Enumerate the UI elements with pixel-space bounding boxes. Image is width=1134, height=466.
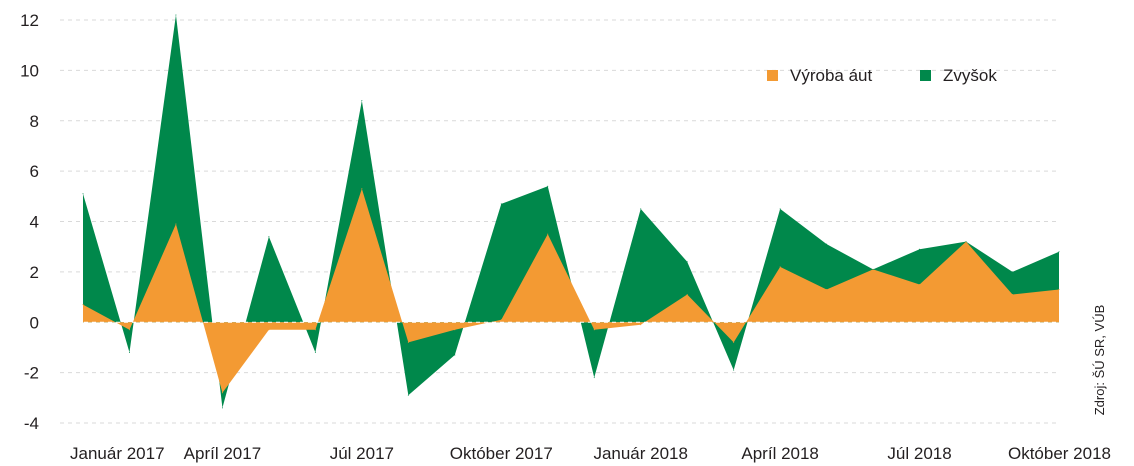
data-point-vyroba-aut [826, 289, 828, 291]
data-point-zvysok [965, 241, 967, 243]
data-point-vyroba-aut [128, 329, 130, 331]
source-note: Zdroj: ŠÚ SR, VÚB [1092, 305, 1107, 416]
data-point-zvysok [547, 185, 549, 187]
y-tick-label: 10 [20, 61, 39, 80]
data-point-zvysok [221, 407, 223, 409]
y-tick-label: -2 [24, 364, 39, 383]
data-point-vyroba-aut [175, 223, 177, 225]
x-tick-label: Október 2017 [450, 444, 553, 463]
data-point-zvysok [82, 193, 84, 195]
y-tick-label: 2 [30, 263, 39, 282]
x-tick-label: Júl 2017 [330, 444, 394, 463]
data-point-vyroba-aut [1058, 289, 1060, 291]
x-tick-label: Január 2018 [593, 444, 688, 463]
data-point-vyroba-aut [82, 304, 84, 306]
x-tick-label: Júl 2018 [887, 444, 951, 463]
data-point-vyroba-aut [640, 324, 642, 326]
legend-label-zvysok: Zvyšok [943, 66, 997, 85]
data-point-zvysok [128, 351, 130, 353]
legend-swatch-zvysok [920, 70, 931, 81]
legend-label-vyroba-aut: Výroba áut [790, 66, 872, 85]
y-tick-label: 6 [30, 162, 39, 181]
data-point-vyroba-aut [314, 329, 316, 331]
data-point-zvysok [593, 377, 595, 379]
y-tick-label: 8 [30, 112, 39, 131]
data-point-vyroba-aut [361, 188, 363, 190]
legend: Výroba áut Zvyšok [767, 66, 997, 85]
y-tick-label: 4 [30, 213, 39, 232]
legend-swatch-vyroba-aut [767, 70, 778, 81]
data-point-zvysok [686, 261, 688, 263]
data-point-vyroba-aut [268, 329, 270, 331]
gridlines [60, 19, 1059, 424]
x-tick-label: Október 2018 [1008, 444, 1111, 463]
data-point-vyroba-aut [779, 266, 781, 268]
area-vyroba-aut [83, 188, 1059, 393]
data-point-zvysok [779, 208, 781, 210]
data-point-zvysok [1058, 251, 1060, 253]
y-axis: 12 10 8 6 4 2 0 -2 -4 [20, 11, 39, 433]
chart-areas [60, 14, 1060, 409]
data-point-zvysok [872, 268, 874, 270]
x-axis: Január 2017 Apríl 2017 Júl 2017 Október 201… [70, 444, 1111, 463]
data-point-vyroba-aut [733, 341, 735, 343]
data-point-vyroba-aut [919, 283, 921, 285]
y-tick-label: 12 [20, 11, 39, 30]
y-tick-label: 0 [30, 313, 39, 332]
data-point-zvysok [640, 208, 642, 210]
data-point-zvysok [314, 351, 316, 353]
data-point-zvysok [268, 236, 270, 238]
data-point-zvysok [919, 248, 921, 250]
data-point-vyroba-aut [454, 329, 456, 331]
data-point-vyroba-aut [593, 329, 595, 331]
y-tick-label: -4 [24, 414, 39, 433]
x-tick-label: Január 2017 [70, 444, 165, 463]
data-point-zvysok [361, 100, 363, 102]
data-point-vyroba-aut [1012, 294, 1014, 296]
data-point-vyroba-aut [686, 294, 688, 296]
data-point-zvysok [1012, 271, 1014, 273]
data-point-zvysok [407, 394, 409, 396]
data-point-zvysok [175, 14, 177, 16]
x-tick-label: Apríl 2017 [184, 444, 262, 463]
data-point-zvysok [500, 203, 502, 205]
data-point-zvysok [733, 369, 735, 371]
x-tick-label: Apríl 2018 [741, 444, 819, 463]
data-point-vyroba-aut [547, 233, 549, 235]
data-point-zvysok [454, 354, 456, 356]
data-point-vyroba-aut [500, 319, 502, 321]
data-point-zvysok [826, 243, 828, 245]
data-point-vyroba-aut [407, 341, 409, 343]
data-point-vyroba-aut [221, 392, 223, 394]
